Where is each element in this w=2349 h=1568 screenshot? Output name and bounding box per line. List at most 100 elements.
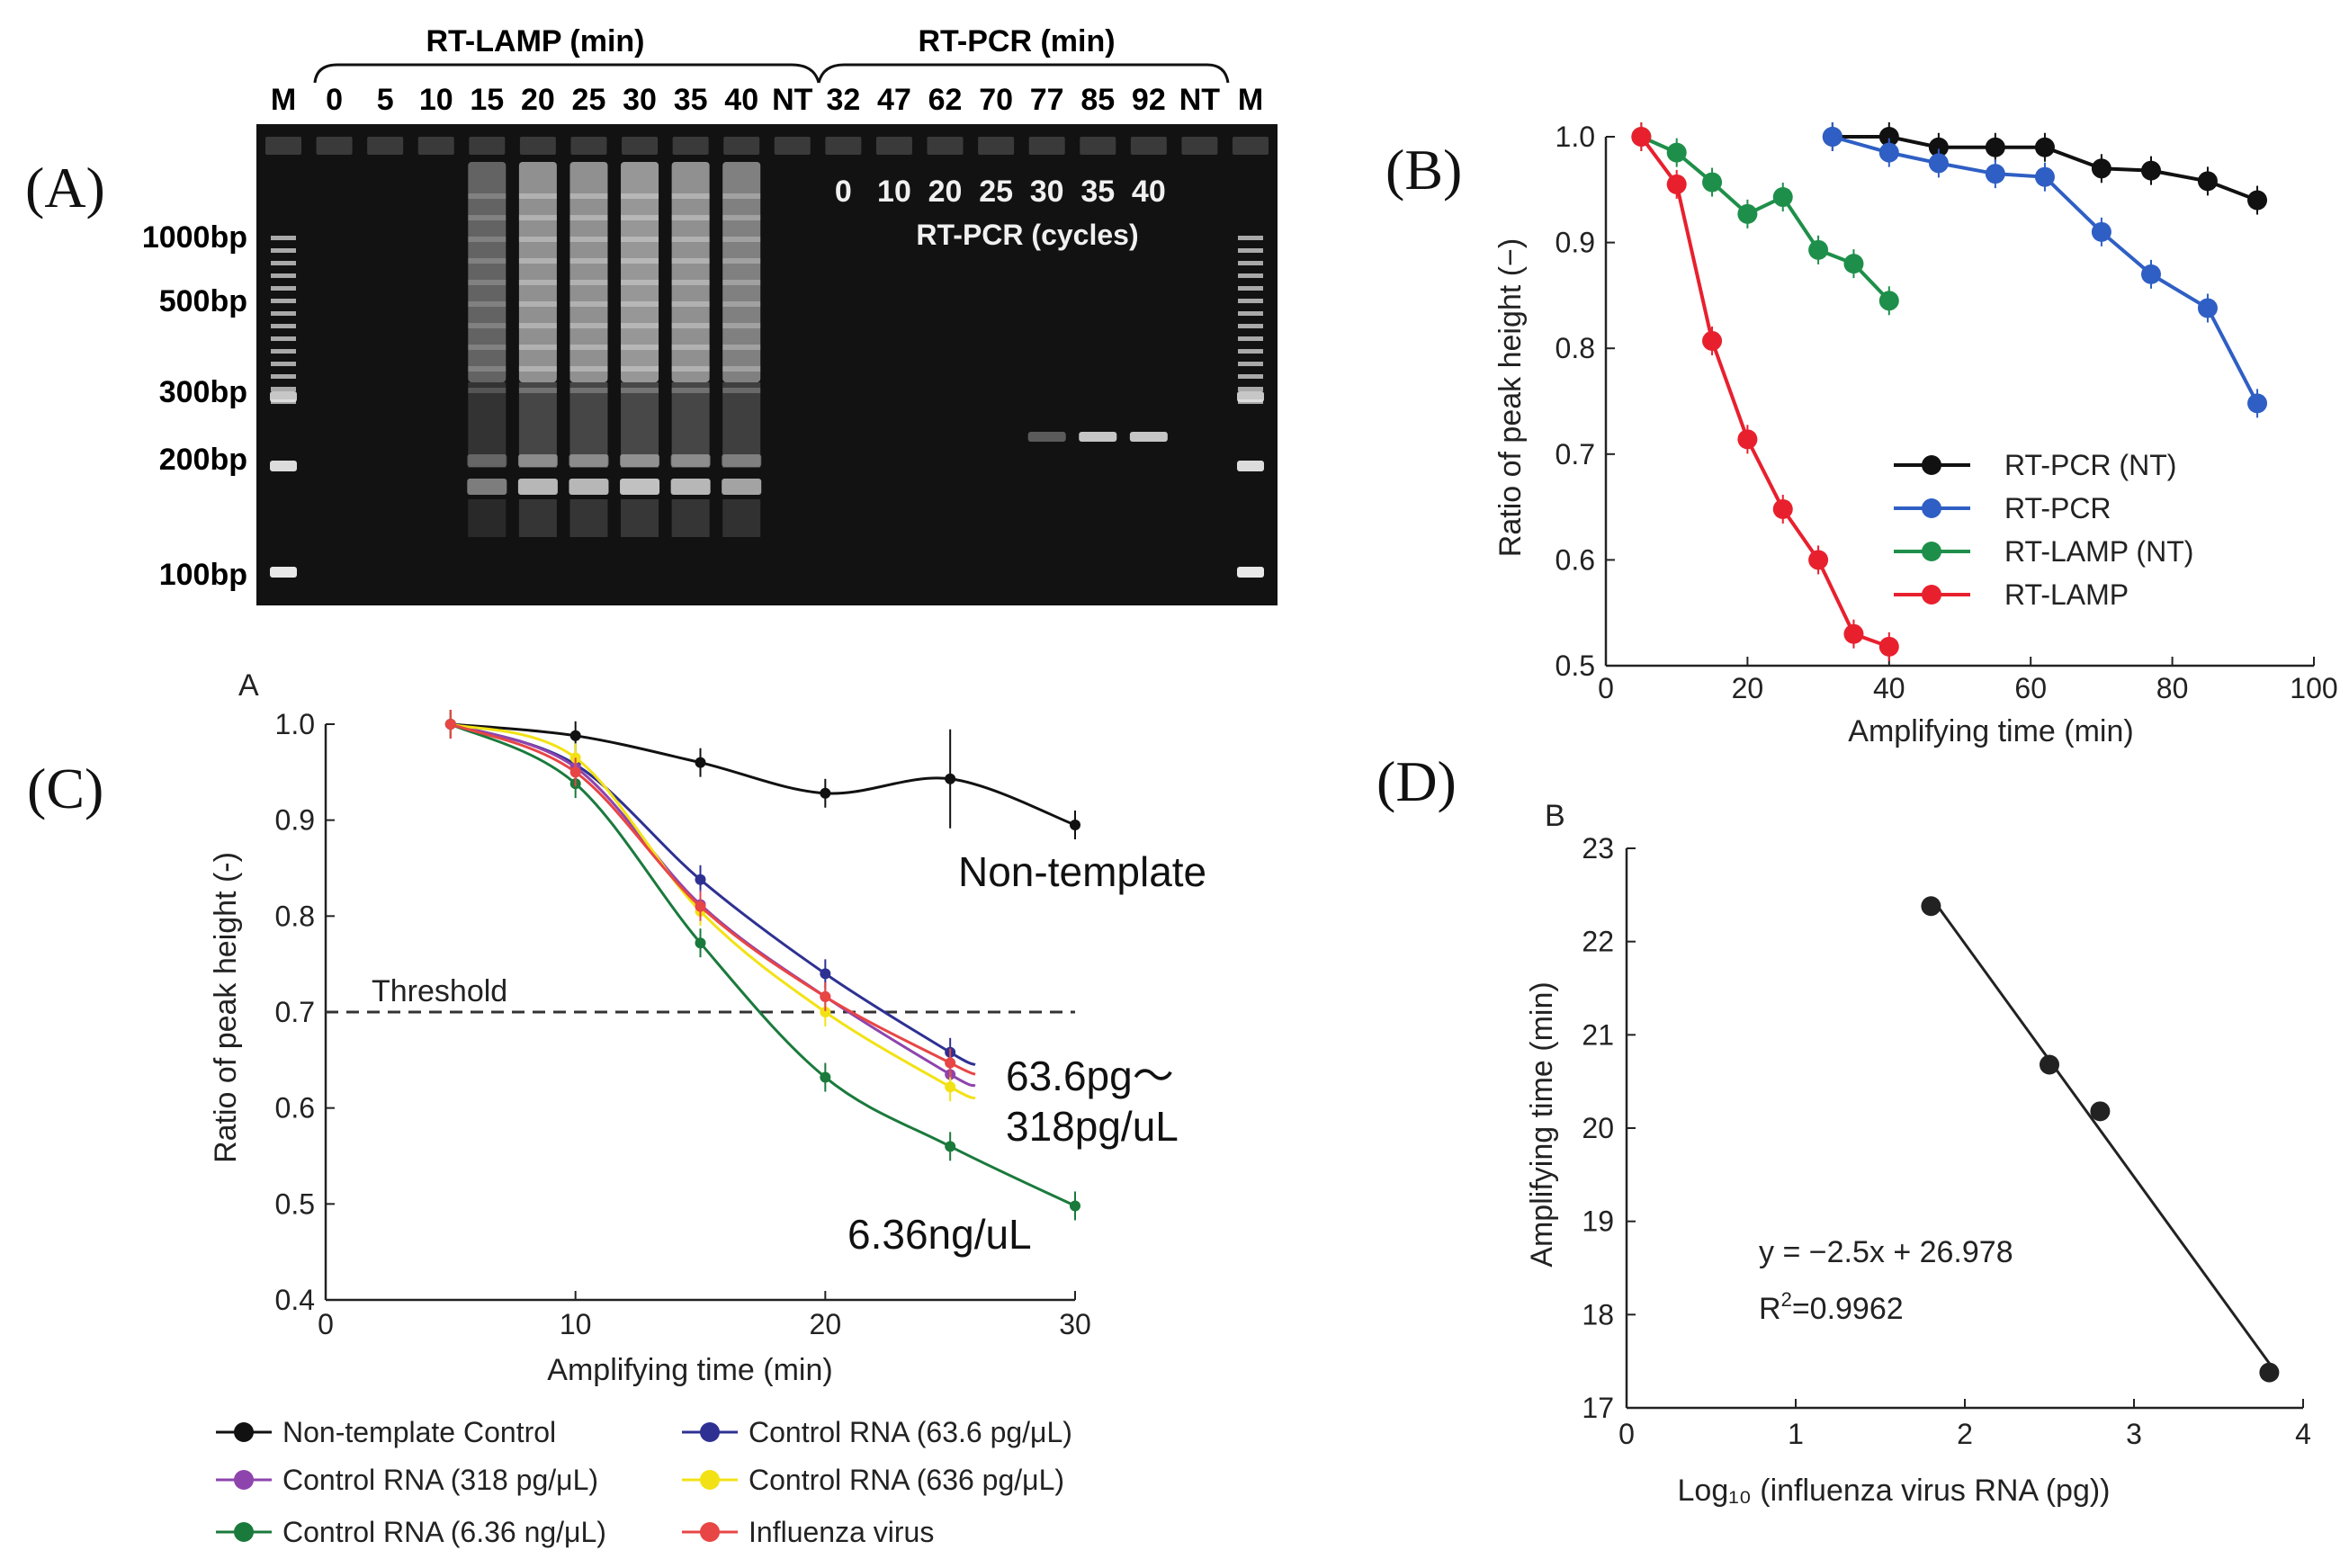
lamp-smear — [621, 162, 659, 382]
lamp-ladder-band — [621, 258, 659, 264]
gel-lane-label: 5 — [377, 83, 394, 117]
series-line — [450, 722, 1076, 827]
gel-lane-label: 32 — [826, 83, 860, 117]
data-point — [2140, 160, 2161, 181]
ladder-band — [271, 248, 296, 253]
lamp-smear — [468, 162, 507, 382]
legend-label: RT-PCR (NT) — [2004, 449, 2176, 481]
data-point — [695, 900, 706, 912]
gel-well — [978, 137, 1015, 155]
ladder-band — [1238, 248, 1263, 253]
data-point — [695, 757, 706, 768]
ladder-band — [1238, 374, 1263, 379]
ladder-band — [1238, 349, 1263, 354]
series-line — [450, 722, 976, 1088]
data-point — [820, 1071, 831, 1083]
data-point — [695, 937, 706, 949]
lamp-ladder-band — [468, 323, 507, 328]
gel-lane-label: 92 — [1132, 83, 1166, 117]
data-point — [2090, 1101, 2111, 1122]
lamp-ladder-band — [621, 280, 659, 285]
y-tick-label: 23 — [1582, 832, 1614, 865]
threshold-label: Threshold — [372, 974, 507, 1008]
gel-wells — [265, 137, 1269, 155]
lamp-ladder-band — [518, 193, 557, 199]
data-point — [945, 773, 956, 784]
lamp-band — [569, 454, 609, 467]
panel-label-c: (C) — [27, 757, 103, 820]
gel-lane-label: 47 — [877, 83, 911, 117]
series-line — [450, 722, 976, 1100]
ladder-band — [1237, 461, 1264, 471]
lamp-band — [722, 454, 762, 467]
gel-well — [265, 137, 301, 155]
data-point — [2140, 264, 2161, 284]
legend-marker — [1922, 542, 1941, 561]
gel-ladder-label: 1000bp — [142, 220, 247, 255]
lamp-ladder-band — [722, 258, 761, 264]
x-tick-label: 1 — [1788, 1418, 1804, 1450]
x-tick-label: 30 — [1059, 1308, 1091, 1340]
legend-label: RT-LAMP (NT) — [2004, 535, 2193, 568]
lamp-ladder-band — [671, 237, 710, 242]
x-tick-label: 2 — [1957, 1418, 1973, 1450]
legend-marker — [234, 1422, 254, 1442]
lamp-band — [670, 454, 711, 467]
y-tick-label: 0.9 — [1556, 227, 1595, 259]
data-point — [2197, 171, 2218, 192]
lamp-ladder-band — [621, 237, 659, 242]
x-tick-label: 3 — [2126, 1418, 2142, 1450]
lamp-smear-low — [468, 382, 507, 468]
pcr-band — [1027, 432, 1066, 442]
lamp-smear-low — [671, 382, 710, 468]
lamp-ladder-band — [569, 237, 608, 242]
ladder-band — [270, 461, 297, 471]
data-point — [1772, 187, 1793, 208]
gel-lane-label: 25 — [572, 83, 606, 117]
y-tick-label: 21 — [1582, 1018, 1614, 1051]
chart-c-xlabel: Amplifying time (min) — [547, 1353, 832, 1387]
lamp-band — [517, 454, 558, 467]
data-point — [1666, 142, 1687, 163]
lamp-ladder-band — [518, 258, 557, 264]
y-tick-label: 0.8 — [1556, 332, 1595, 364]
lamp-ladder-band — [518, 323, 557, 328]
ladder-band — [1238, 299, 1263, 303]
data-point — [1702, 172, 1723, 193]
lamp-band — [517, 479, 558, 495]
ladder-band — [1237, 391, 1264, 402]
gel-lamp-header: RT-LAMP (min) — [426, 24, 644, 58]
data-point — [1843, 623, 1864, 644]
data-point — [1928, 137, 1949, 157]
x-tick-label: 0 — [1598, 672, 1614, 704]
lamp-ladder-band — [569, 323, 608, 328]
data-point — [1985, 164, 2005, 184]
legend-label: Control RNA (636 pg/μL) — [749, 1464, 1064, 1496]
lamp-ladder-band — [722, 215, 761, 220]
ladder-band — [271, 362, 296, 366]
lamp-ladder-band — [569, 301, 608, 307]
annotation-non-template: Non-template — [958, 848, 1206, 895]
gel-cycle-label: 0 — [835, 175, 852, 209]
lamp-ladder-band — [621, 366, 659, 372]
ladder-band — [1238, 311, 1263, 316]
data-point — [945, 1081, 956, 1093]
gel-ladder-label: 500bp — [159, 284, 247, 318]
ladder-band — [271, 374, 296, 379]
ladder-band — [1238, 336, 1263, 341]
gel-lane-label: 15 — [470, 83, 504, 117]
pcr-band — [1079, 432, 1117, 442]
data-point — [1631, 127, 1652, 147]
lamp-band — [620, 454, 660, 467]
lamp-bracket — [313, 63, 820, 84]
lamp-ladder-band — [722, 388, 761, 393]
annotation-318pg: 318pg/uL — [1006, 1103, 1179, 1150]
chart-c-legend: Non-template Control Control RNA (63.6 pg… — [216, 1416, 1072, 1548]
y-tick-label: 0.8 — [275, 900, 315, 932]
lamp-ladder-band — [468, 280, 507, 285]
legend-marker — [234, 1470, 254, 1490]
legend-marker — [1922, 498, 1941, 518]
chart-b-marks: 0 20 40 60 80 100 0.5 0.6 0.7 0.8 0.9 1.0 RT-PCR (NT… — [1556, 121, 2338, 704]
lamp-ladder-band — [569, 258, 608, 264]
lamp-ladder-band — [671, 193, 710, 199]
